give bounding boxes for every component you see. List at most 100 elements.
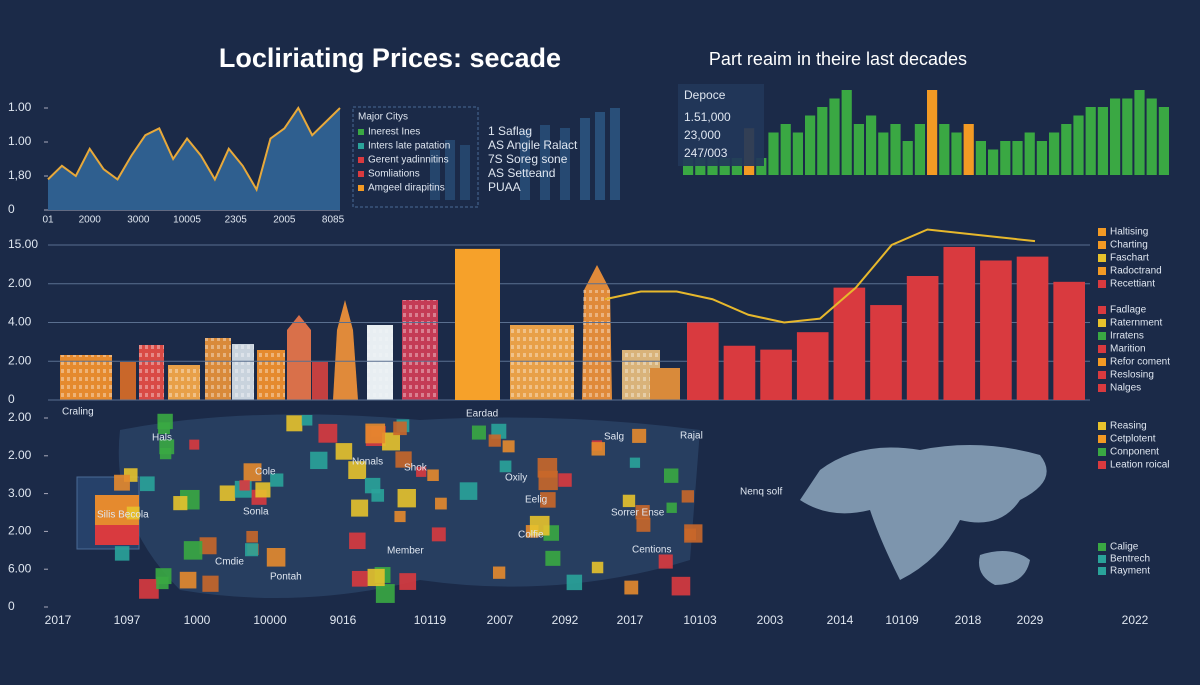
map-label: Member: [387, 546, 424, 557]
map-icon: [156, 576, 169, 590]
map-icon: [318, 423, 338, 443]
bar: [890, 124, 901, 175]
legend-label: Raternment: [1110, 318, 1162, 329]
map-icon: [246, 530, 258, 543]
map-icon: [499, 460, 512, 473]
legend-swatch: [1098, 543, 1106, 551]
y-tick-label: 15.00: [8, 237, 38, 251]
bar: [829, 98, 840, 175]
map-icon: [624, 580, 639, 595]
map-label: Nenq solf: [740, 487, 782, 498]
bar: [719, 158, 730, 175]
map-icon: [545, 550, 561, 566]
map-label: Craling: [62, 407, 94, 418]
legend-swatch: [1098, 384, 1106, 392]
map-icon: [173, 496, 188, 511]
info-line: 23,000: [684, 128, 721, 142]
map-icon: [399, 573, 417, 590]
map-icon: [629, 457, 641, 468]
map-label: Cmdie: [215, 557, 244, 568]
map-label: Eelig: [525, 495, 547, 506]
legend-swatch: [1098, 345, 1106, 353]
legend-swatch: [358, 171, 364, 177]
x-tick-label: 9016: [330, 613, 357, 627]
x-tick-label: 2014: [827, 613, 854, 627]
legend-swatch: [1098, 267, 1106, 275]
map-icon: [301, 414, 313, 426]
map-icon: [591, 442, 605, 456]
legend-label: Reasing: [1110, 421, 1147, 432]
map-icon: [540, 492, 556, 508]
legend-swatch: [358, 185, 364, 191]
legend-swatch: [1098, 567, 1106, 575]
map-label: Cole: [255, 467, 276, 478]
legend-swatch: [1098, 371, 1106, 379]
map-icon: [502, 440, 515, 453]
map-icon: [199, 537, 217, 555]
bar: [1146, 98, 1157, 175]
map-icon: [367, 568, 385, 587]
bar: [1049, 132, 1060, 175]
line: [604, 228, 1036, 324]
bar: [878, 132, 889, 175]
legend-title: Major Citys: [358, 112, 408, 123]
bar: [939, 124, 950, 175]
legend-note: PUAA: [488, 180, 521, 194]
map-icon: [635, 505, 650, 520]
bar: [1061, 124, 1072, 175]
bar: [1158, 107, 1169, 175]
map-icon: [335, 443, 353, 460]
x-tick-label: 10119: [414, 613, 447, 627]
map-icon: [202, 575, 219, 592]
y-tick-label: 2.00: [8, 524, 32, 538]
bar: [707, 158, 718, 175]
map-icon: [664, 468, 679, 483]
bar: [1110, 98, 1121, 175]
chart-title: Part reaim in theire last decades: [709, 49, 967, 69]
map-icon: [416, 466, 427, 477]
map-icon: [243, 463, 262, 482]
legend-swatch: [358, 129, 364, 135]
map-icon: [488, 434, 501, 447]
x-tick-label: 2007: [487, 613, 514, 627]
legend-label: Radoctrand: [1110, 266, 1162, 277]
legend-swatch: [1098, 461, 1106, 469]
y-tick-label: 4.00: [8, 315, 32, 329]
legend-note: AS Setteand: [488, 166, 555, 180]
bar: [943, 246, 976, 400]
bar: [963, 124, 974, 175]
bar: [841, 90, 852, 175]
x-tick-label: 2018: [955, 613, 982, 627]
legend-swatch: [1098, 358, 1106, 366]
map-icon: [459, 482, 478, 500]
map-icon: [351, 570, 368, 587]
map-icon: [395, 451, 412, 468]
legend-label: Nalges: [1110, 383, 1141, 394]
map-label: Rajal: [680, 431, 703, 442]
y-tick-label: 2.00: [8, 276, 32, 290]
bar: [817, 107, 828, 175]
x-tick-label: 2005: [273, 215, 296, 226]
legend-label: Somliations: [368, 169, 420, 180]
map-icon: [349, 532, 366, 550]
map-label: Oxily: [505, 473, 527, 484]
map-icon: [365, 423, 386, 444]
y-tick-label: 3.00: [8, 486, 32, 500]
bar: [980, 260, 1012, 400]
bar: [796, 332, 829, 400]
map-icon: [255, 482, 271, 498]
legend-label: Leation roical: [1110, 460, 1169, 471]
legend-note: AS Angile Ralact: [488, 138, 578, 152]
legend-label: Reslosing: [1110, 370, 1154, 381]
map-icon: [126, 506, 140, 520]
map-label: Sorrer Ense: [611, 508, 665, 519]
map-icon: [393, 421, 407, 436]
legend-swatch: [1098, 332, 1106, 340]
map-label: Pontah: [270, 572, 302, 583]
map-icon: [394, 510, 406, 523]
info-line: 247/003: [684, 146, 728, 160]
bar: [1000, 141, 1011, 175]
legend-swatch: [1098, 435, 1106, 443]
map-icon: [245, 543, 259, 557]
y-tick-label: 1.00: [8, 100, 32, 114]
